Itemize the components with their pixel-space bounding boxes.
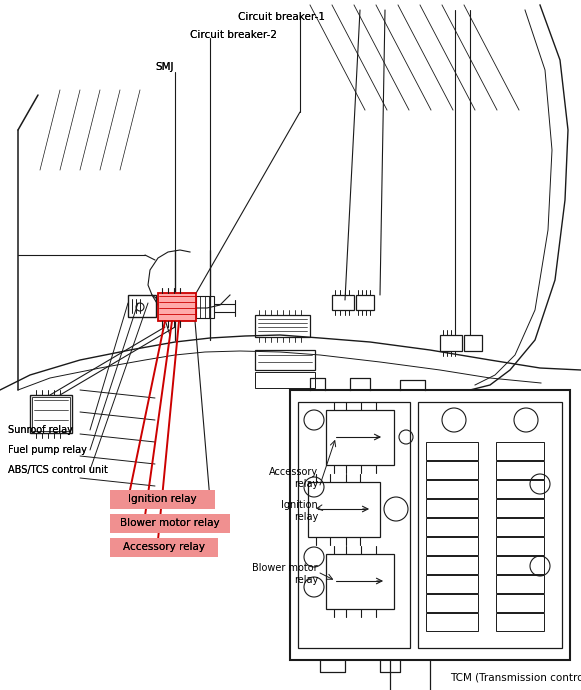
Bar [128, 295, 156, 317]
Bar [496, 556, 544, 574]
Text: Ignition
relay: Ignition relay [281, 500, 318, 522]
Bar [255, 315, 310, 337]
Bar [332, 295, 354, 310]
Bar [110, 538, 218, 557]
Bar [326, 410, 394, 465]
Bar [326, 554, 394, 609]
Bar [426, 480, 478, 498]
Bar [496, 537, 544, 555]
Text: Ignition relay: Ignition relay [128, 495, 197, 504]
Text: Fuel pump relay: Fuel pump relay [8, 445, 87, 455]
Text: Sunroof relay: Sunroof relay [8, 425, 73, 435]
Bar [110, 490, 215, 509]
Bar [110, 514, 230, 533]
Text: Circuit breaker-2: Circuit breaker-2 [190, 30, 277, 40]
Text: Blower motor relay: Blower motor relay [120, 518, 220, 529]
Text: Circuit breaker-1: Circuit breaker-1 [238, 12, 325, 22]
Bar [32, 397, 70, 431]
Bar [426, 461, 478, 479]
Bar [196, 296, 214, 318]
Bar [426, 575, 478, 593]
Bar [110, 514, 230, 533]
Text: Accessory relay: Accessory relay [123, 542, 205, 553]
Bar [464, 335, 482, 351]
Text: Ignition relay: Ignition relay [128, 495, 197, 504]
Bar [110, 538, 218, 557]
Bar [496, 480, 544, 498]
Bar [255, 350, 315, 370]
Bar [426, 499, 478, 517]
Bar [426, 594, 478, 612]
Text: Accessory relay: Accessory relay [123, 542, 205, 553]
Bar [426, 556, 478, 574]
Bar [426, 613, 478, 631]
Bar [496, 575, 544, 593]
Text: Circuit breaker-1: Circuit breaker-1 [238, 12, 325, 22]
Bar [255, 372, 315, 388]
Text: ABS/TCS control unit: ABS/TCS control unit [8, 465, 108, 475]
Bar [308, 482, 380, 537]
Bar [110, 490, 215, 509]
Text: SMJ: SMJ [155, 62, 174, 72]
Bar [496, 594, 544, 612]
Bar [496, 613, 544, 631]
Text: TCM (Transmission control module): TCM (Transmission control module) [450, 673, 581, 683]
Bar [426, 518, 478, 536]
Bar [496, 518, 544, 536]
Bar [356, 295, 374, 310]
Bar [290, 390, 570, 660]
Text: Blower motor
relay: Blower motor relay [252, 563, 318, 584]
Bar [426, 442, 478, 460]
Text: SMJ: SMJ [155, 62, 174, 72]
Bar [496, 499, 544, 517]
Bar [418, 402, 562, 648]
Text: Sunroof relay: Sunroof relay [8, 425, 73, 435]
Bar [496, 461, 544, 479]
Text: Fuel pump relay: Fuel pump relay [8, 445, 87, 455]
Text: ABS/TCS control unit: ABS/TCS control unit [8, 465, 108, 475]
Bar [298, 402, 410, 648]
Bar [440, 335, 462, 351]
Bar [426, 537, 478, 555]
Text: Circuit breaker-2: Circuit breaker-2 [190, 30, 277, 40]
Text: Accessory
relay: Accessory relay [269, 467, 318, 489]
Bar [30, 395, 72, 433]
Bar [158, 293, 196, 321]
Bar [496, 442, 544, 460]
Text: Blower motor relay: Blower motor relay [120, 518, 220, 529]
